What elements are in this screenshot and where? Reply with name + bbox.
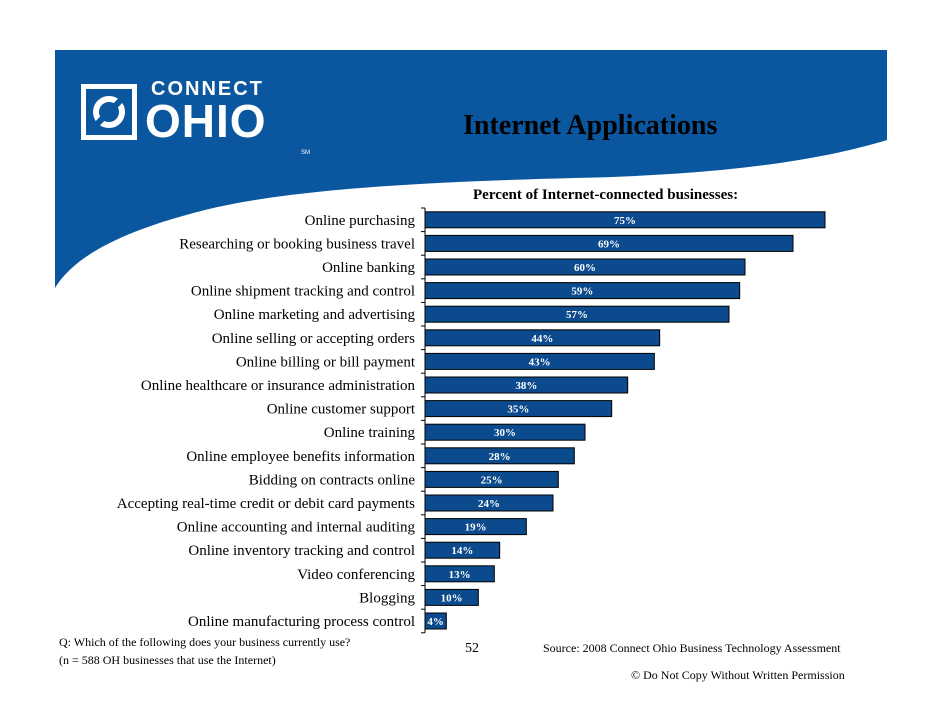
bar <box>424 329 661 347</box>
bar <box>424 258 746 276</box>
connect-ohio-logo: CONNECT OHIO SM <box>79 78 310 160</box>
logo-connect-text: CONNECT <box>151 78 264 100</box>
bar <box>424 211 826 229</box>
category-label: Online banking <box>322 260 415 276</box>
category-label: Online manufacturing process control <box>188 614 415 630</box>
category-label: Online customer support <box>267 402 416 418</box>
bar-value-label: 43% <box>529 356 551 368</box>
category-label: Online shipment tracking and control <box>191 284 415 300</box>
bar-value-label: 75% <box>614 215 636 227</box>
slide-title: Internet Applications <box>463 110 718 141</box>
bar <box>424 588 479 606</box>
bar <box>424 282 741 300</box>
question-text: Q: Which of the following does your busi… <box>59 635 351 649</box>
bar <box>424 447 575 465</box>
source-note: Source: 2008 Connect Ohio Business Techn… <box>543 641 841 655</box>
category-label: Online training <box>324 425 416 441</box>
bar-value-label: 14% <box>451 545 473 557</box>
category-label: Online purchasing <box>305 213 416 229</box>
bar <box>424 234 794 252</box>
bar <box>424 541 501 559</box>
page-number: 52 <box>465 641 479 656</box>
copyright-note: © Do Not Copy Without Written Permission <box>631 668 845 682</box>
bar-value-label: 28% <box>489 451 511 463</box>
sample-size-text: (n = 588 OH businesses that use the Inte… <box>59 653 276 667</box>
category-label: Online employee benefits information <box>186 449 415 465</box>
category-label: Accepting real-time credit or debit card… <box>117 496 415 512</box>
chart-subtitle: Percent of Internet-connected businesses… <box>473 187 738 203</box>
bar-chart: Percent of Internet-connected businesses… <box>117 187 826 634</box>
category-label: Blogging <box>359 590 415 606</box>
header-banner <box>55 50 887 288</box>
bar-value-label: 44% <box>531 333 553 345</box>
bar <box>424 400 613 418</box>
category-label: Video conferencing <box>297 567 415 583</box>
category-label: Online accounting and internal auditing <box>177 520 416 536</box>
bar-value-label: 38% <box>515 380 537 392</box>
bar <box>424 565 495 583</box>
category-label: Researching or booking business travel <box>179 236 415 252</box>
bar <box>424 376 629 394</box>
bar-value-label: 19% <box>465 522 487 534</box>
bar <box>424 352 655 370</box>
bar-value-label: 35% <box>507 404 529 416</box>
bar-value-label: 4% <box>427 616 444 628</box>
bar <box>424 305 730 323</box>
category-label: Online selling or accepting orders <box>212 331 415 347</box>
bar-value-label: 69% <box>598 238 620 250</box>
survey-question: Q: Which of the following does your busi… <box>59 633 350 669</box>
bar-value-label: 25% <box>481 474 503 486</box>
category-label: Online marketing and advertising <box>214 307 416 323</box>
category-label: Online healthcare or insurance administr… <box>141 378 416 394</box>
logo-service-mark: SM <box>301 150 310 156</box>
bar-value-label: 10% <box>441 592 463 604</box>
bar <box>424 470 559 488</box>
bar-value-label: 59% <box>571 286 593 298</box>
category-label: Online inventory tracking and control <box>188 543 415 559</box>
bar <box>424 612 447 630</box>
bar-value-label: 60% <box>574 262 596 274</box>
bar <box>424 494 554 512</box>
bar <box>424 423 586 441</box>
bar-value-label: 24% <box>478 498 500 510</box>
slide: CONNECT OHIO SM Internet Applications Pe… <box>55 50 887 690</box>
ohio-state-outline-icon <box>81 84 137 140</box>
bar-value-label: 13% <box>449 569 471 581</box>
category-label: Online billing or bill payment <box>236 354 416 370</box>
bar-value-label: 30% <box>494 427 516 439</box>
bar-value-label: 57% <box>566 309 588 321</box>
category-label: Bidding on contracts online <box>249 472 416 488</box>
bar <box>424 518 527 536</box>
logo-ohio-text: OHIO <box>145 95 267 147</box>
